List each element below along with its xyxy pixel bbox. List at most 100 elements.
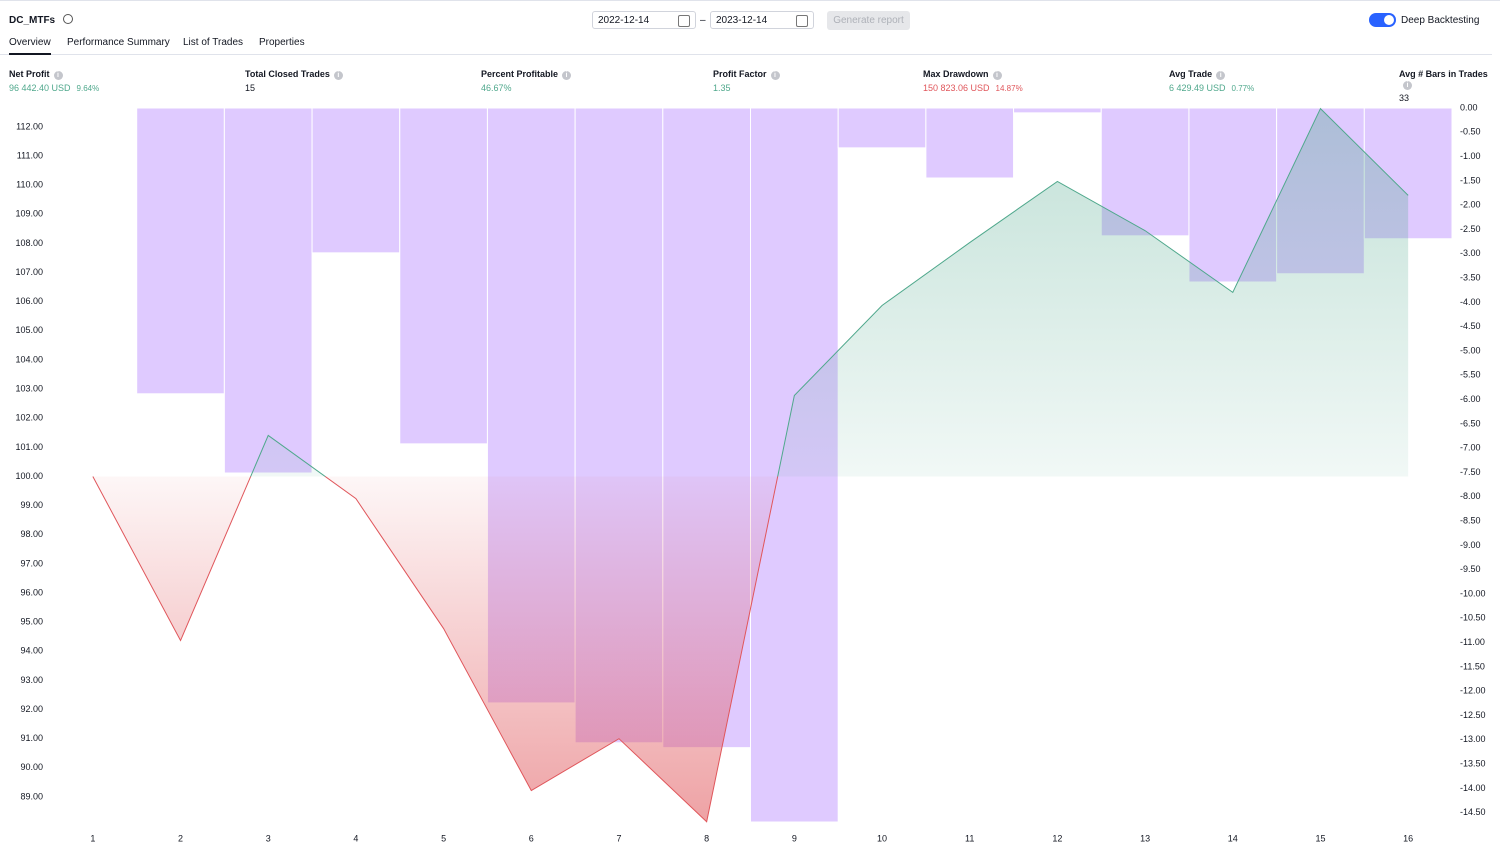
settings-icon[interactable]: [63, 14, 73, 24]
y2-tick-label: -13.50: [1460, 759, 1486, 769]
y2-tick-label: -10.00: [1460, 588, 1486, 598]
y2-tick-label: -14.50: [1460, 807, 1486, 817]
y-tick-label: 106.00: [15, 296, 43, 306]
y-tick-label: 104.00: [15, 354, 43, 364]
y2-tick-label: -4.00: [1460, 297, 1481, 307]
deep-label: Deep Backtesting: [1401, 15, 1480, 26]
y-tick-label: 91.00: [20, 733, 43, 743]
y-tick-label: 103.00: [15, 383, 43, 393]
bar: [223, 107, 313, 474]
x-tick-label: 15: [1315, 833, 1325, 843]
x-tick-label: 8: [704, 833, 709, 843]
metric-value-row: 1.35: [713, 83, 780, 93]
y-tick-label: 97.00: [20, 558, 43, 568]
x-tick-label: 5: [441, 833, 446, 843]
metric-value: 150 823.06 USD: [923, 83, 990, 93]
y-tick-label: 90.00: [20, 762, 43, 772]
y-tick-label: 98.00: [20, 529, 43, 539]
y-tick-label: 108.00: [15, 238, 43, 248]
metric-value-row: 150 823.06 USD 14.87%: [923, 83, 1023, 93]
y2-tick-label: -5.50: [1460, 370, 1481, 380]
bar: [136, 107, 225, 395]
generate-button[interactable]: Generate report: [827, 11, 910, 30]
toolbar: DC_MTFs 2022-12-14 – 2023-12-14 Generate…: [0, 0, 1500, 37]
y2-tick-label: -3.00: [1460, 248, 1481, 258]
y-tick-label: 109.00: [15, 209, 43, 219]
metric: Total Closed Trades 15: [245, 69, 343, 93]
y-tick-label: 105.00: [15, 325, 43, 335]
x-tick-label: 3: [266, 833, 271, 843]
metric: Profit Factor 1.35: [713, 69, 780, 93]
metric-label: Net Profit: [9, 69, 99, 80]
y2-tick-label: -11.00: [1460, 637, 1485, 647]
metric-label: Avg Trade: [1169, 69, 1254, 80]
x-tick-label: 10: [877, 833, 887, 843]
y-tick-label: 92.00: [20, 704, 43, 714]
bar: [399, 107, 488, 445]
bar: [1013, 107, 1102, 114]
y2-tick-label: -5.00: [1460, 345, 1481, 355]
y2-tick-label: -3.50: [1460, 272, 1481, 282]
metric-extra: 14.87%: [995, 84, 1023, 93]
x-tick-label: 13: [1140, 833, 1150, 843]
metric: Max Drawdown 150 823.06 USD 14.87%: [923, 69, 1023, 93]
y2-tick-label: -12.00: [1460, 686, 1486, 696]
tabs: Overview Performance Summary List of Trade…: [0, 36, 1492, 55]
y-tick-label: 107.00: [15, 267, 43, 277]
toggle[interactable]: [1369, 13, 1396, 27]
x-tick-label: 12: [1052, 833, 1062, 843]
y2-tick-label: -9.50: [1460, 564, 1481, 574]
metric: Percent Profitable 46.67%: [481, 69, 571, 93]
tab[interactable]: Performance Summary: [67, 37, 170, 48]
line-area: [92, 108, 1409, 822]
x-tick-label: 4: [353, 833, 358, 843]
y2-tick-label: 0.00: [1460, 102, 1478, 112]
date-from[interactable]: 2022-12-14: [592, 11, 696, 29]
strategy-name: DC_MTFs: [9, 15, 56, 26]
y2-tick-label: -7.00: [1460, 443, 1481, 453]
tab[interactable]: List of Trades: [183, 37, 244, 48]
y2-tick-label: -4.50: [1460, 321, 1481, 331]
date-text: 2022-12-14: [598, 15, 650, 26]
metric-value-row: 46.67%: [481, 83, 571, 93]
metric-value-row: 33: [1399, 93, 1500, 103]
y2-tick-label: -8.00: [1460, 491, 1481, 501]
x-tick-label: 9: [792, 833, 797, 843]
metric: Avg Trade 6 429.49 USD 0.77%: [1169, 69, 1254, 93]
y-tick-label: 101.00: [15, 442, 43, 452]
x-tick-label: 2: [178, 833, 183, 843]
tab[interactable]: Properties: [259, 37, 305, 48]
y2-tick-label: -10.50: [1460, 613, 1486, 623]
y-tick-label: 100.00: [15, 471, 43, 481]
y2-tick-label: -6.50: [1460, 418, 1481, 428]
y-tick-label: 89.00: [20, 791, 43, 801]
y2-tick-label: -7.50: [1460, 467, 1481, 477]
y2-tick-label: -11.50: [1460, 661, 1485, 671]
y-tick-label: 110.00: [16, 180, 43, 190]
metric-value: 15: [245, 83, 256, 93]
tab[interactable]: Overview: [9, 37, 51, 55]
metric-label: Profit Factor: [713, 69, 780, 80]
y2-tick-label: -6.00: [1460, 394, 1481, 404]
metric-extra: 9.64%: [76, 84, 100, 93]
metric-value: 1.35: [713, 83, 731, 93]
y-tick-label: 112.00: [16, 121, 43, 131]
x-tick-label: 14: [1228, 833, 1238, 843]
bar: [837, 107, 927, 149]
metric-value: 46.67%: [481, 83, 512, 93]
metric-value: 96 442.40 USD: [9, 83, 71, 93]
metric-value-row: 6 429.49 USD 0.77%: [1169, 83, 1254, 93]
y2-tick-label: -2.00: [1460, 200, 1481, 210]
y2-tick-label: -13.00: [1460, 734, 1486, 744]
metric-extra: 0.77%: [1231, 84, 1255, 93]
metric-value-row: 96 442.40 USD 9.64%: [9, 83, 99, 93]
metric-label: Max Drawdown: [923, 69, 1023, 80]
metric-label: Avg # Bars in Trades: [1399, 69, 1500, 90]
date-text: 2023-12-14: [716, 15, 768, 26]
y2-tick-label: -0.50: [1460, 127, 1481, 137]
y2-tick-label: -9.00: [1460, 540, 1481, 550]
date-to[interactable]: 2023-12-14: [710, 11, 814, 29]
x-tick-label: 11: [965, 833, 974, 843]
